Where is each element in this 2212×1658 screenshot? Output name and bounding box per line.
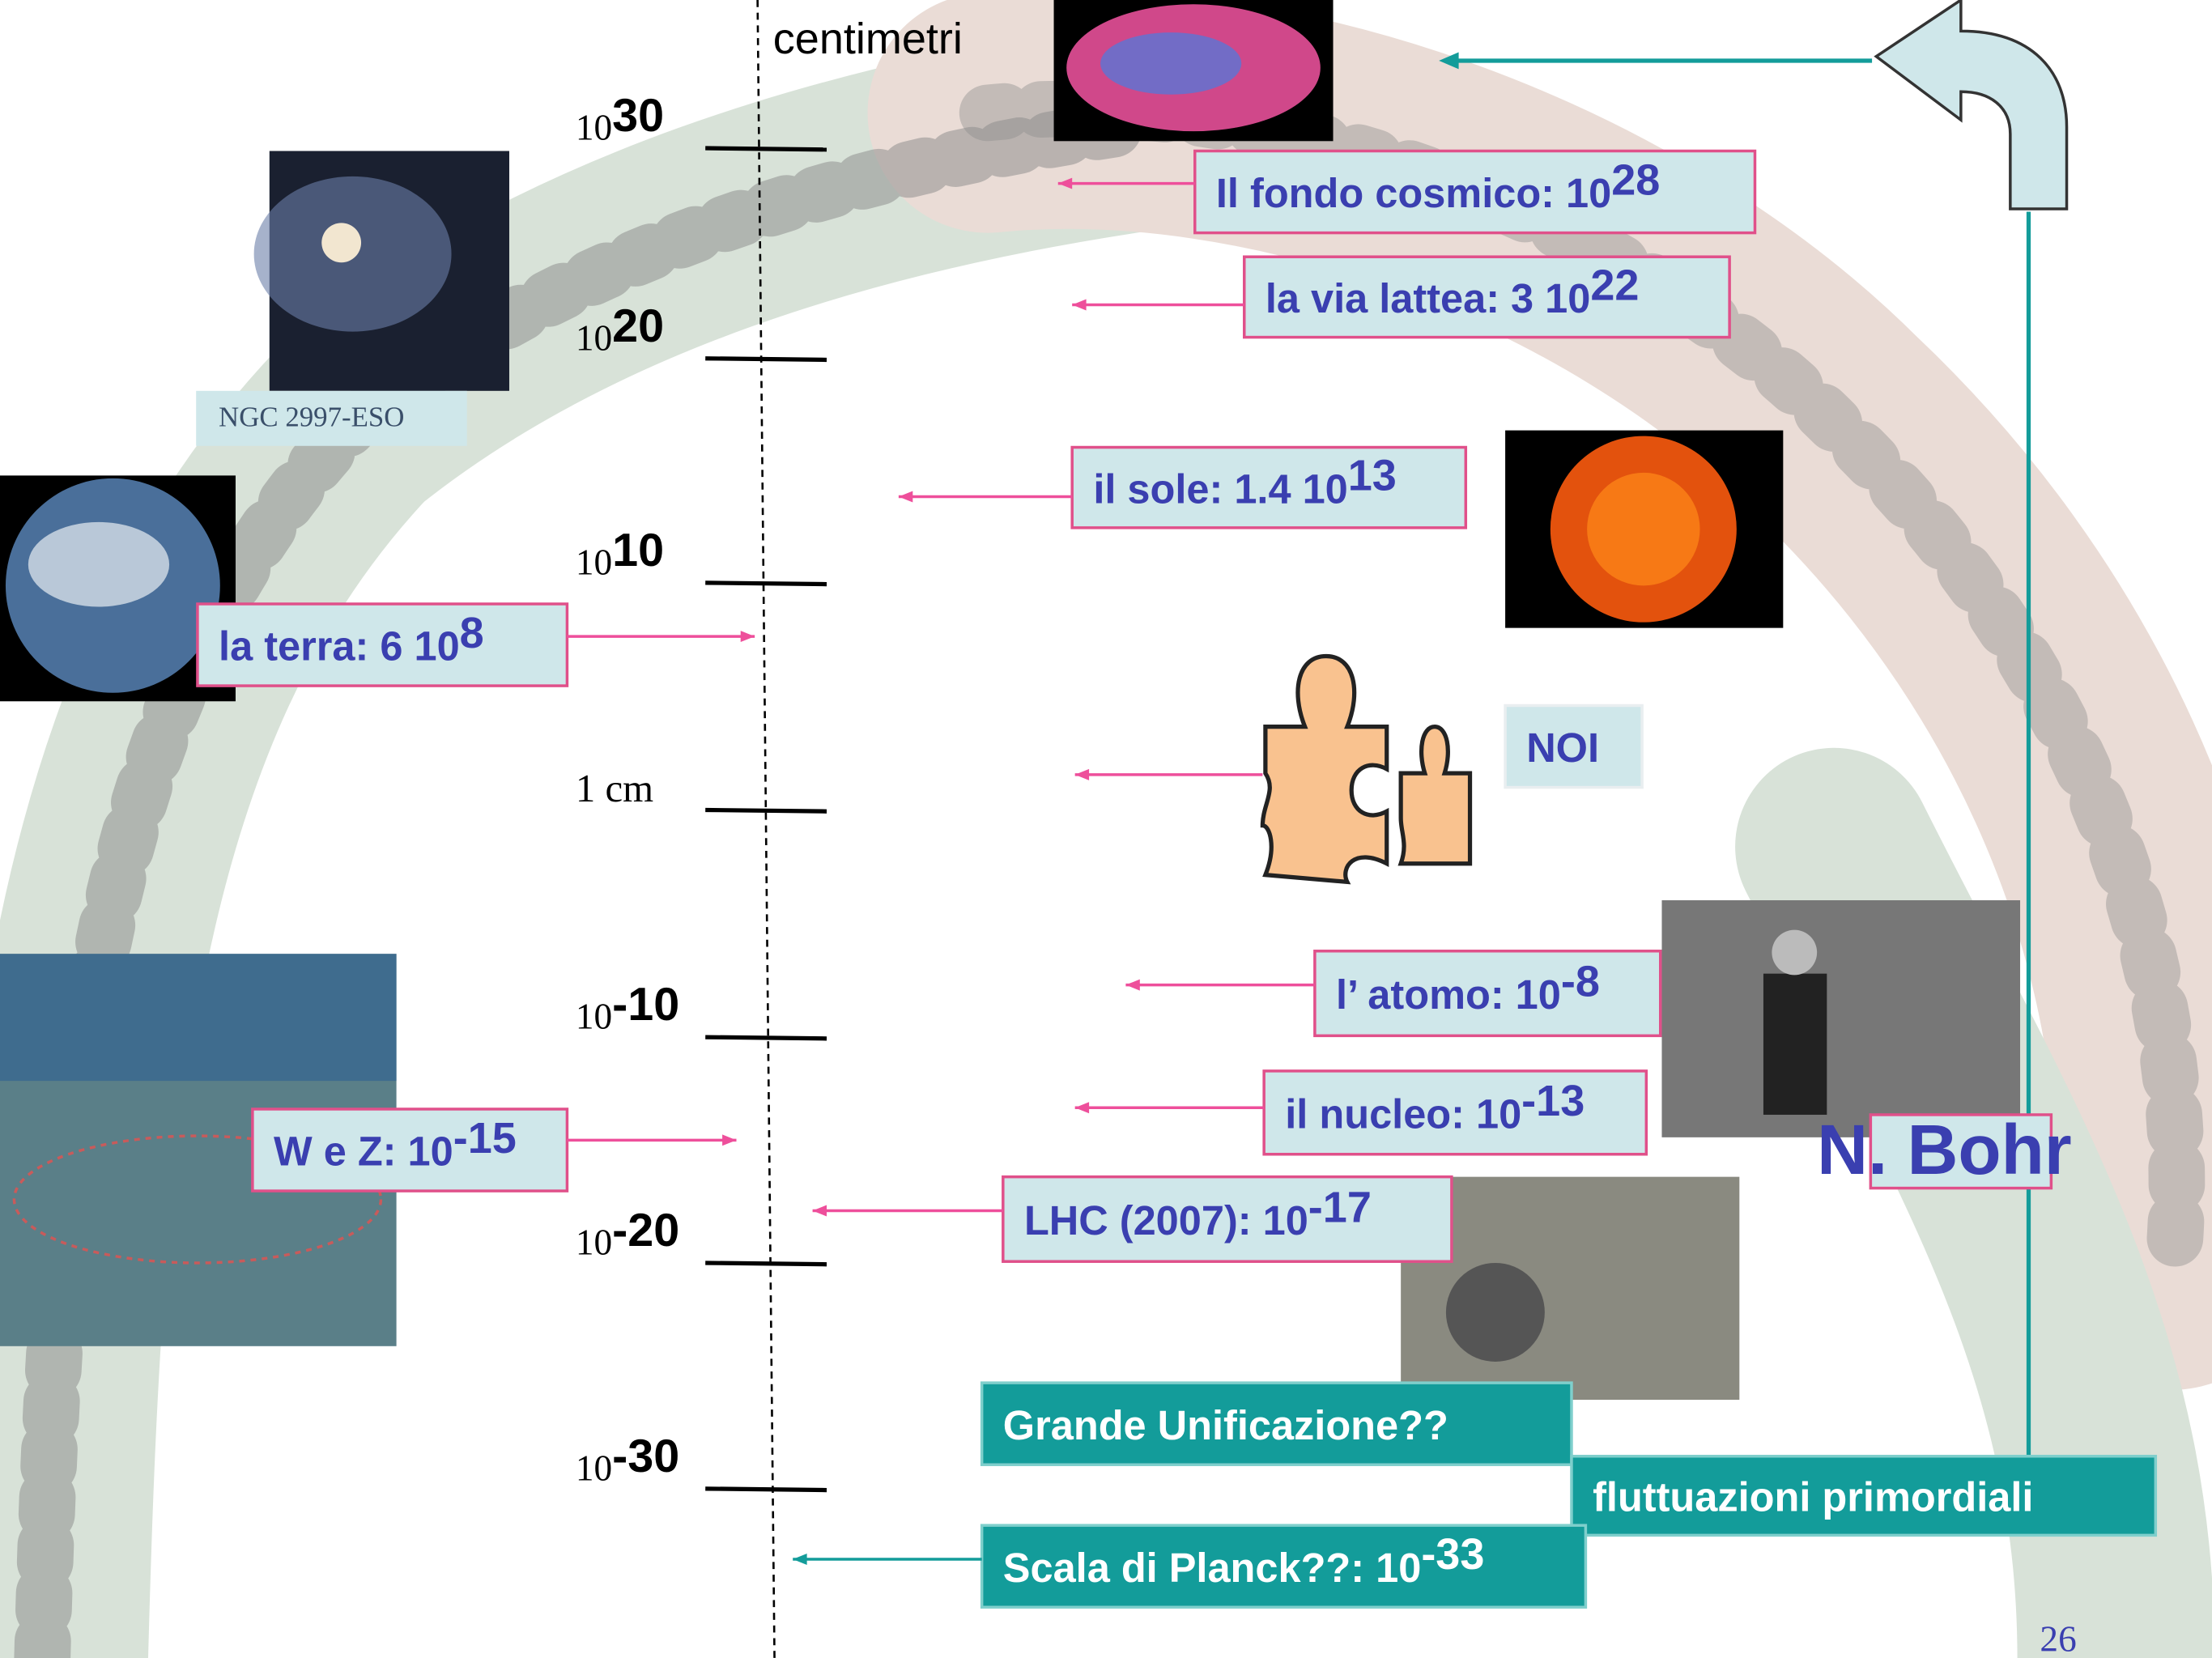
annotation-text: Grande Unificazione??: [1003, 1402, 1448, 1448]
tick-base: 10: [576, 997, 612, 1037]
puzzle-small: [1401, 727, 1470, 864]
aerial-sky: [0, 954, 397, 1081]
scale-tick: [705, 583, 827, 585]
scale-tick: [705, 810, 827, 811]
tick-base: 10: [576, 317, 612, 358]
tick-exponent: 30: [612, 90, 664, 142]
tick-label: 10-30: [576, 1431, 679, 1488]
cmb-spots: [1100, 32, 1241, 95]
annotation-main: la terra: 6 10: [219, 623, 460, 670]
bohr-head: [1772, 930, 1817, 976]
annotation-exponent: 28: [1611, 156, 1660, 205]
tick-label: 10-20: [576, 1205, 679, 1262]
puzzle-big: [1262, 656, 1386, 882]
scale-tick: [705, 1489, 827, 1490]
annotation-exponent: -33: [1421, 1530, 1484, 1579]
annotation-main: LHC (2007): 10: [1024, 1197, 1308, 1244]
galaxy-caption: NGC 2997-ESO: [219, 401, 404, 432]
annotation-main: il nucleo: 10: [1285, 1091, 1521, 1137]
pointer-arrow-head: [1125, 980, 1139, 991]
scale-tick: [705, 359, 827, 360]
bohr-figure: [1763, 974, 1827, 1115]
annotation-exponent: -8: [1561, 958, 1600, 1006]
annotation-exponent: 13: [1348, 452, 1397, 500]
tick-exponent: 10: [612, 525, 664, 576]
tick-label: 1010: [576, 525, 664, 582]
annotation-main: Scala di Planck??: 10: [1003, 1545, 1422, 1591]
annotation-main: fluttuazioni primordiali: [1593, 1474, 2033, 1520]
annotation-main: la via lattea: 3 10: [1266, 275, 1590, 321]
puzzle-icon: [1262, 656, 1470, 882]
annotation-exponent: -15: [453, 1114, 517, 1163]
pointer-arrow-head: [741, 631, 755, 642]
earth-clouds: [28, 522, 169, 607]
annotation-exponent: 22: [1590, 261, 1639, 309]
annotation-exponent: 8: [460, 609, 484, 657]
annotation-main: NOI: [1526, 725, 1599, 771]
slide: centimetri 1030102010101 cm10-1010-2010-…: [0, 0, 2212, 1658]
annotation-exponent: -17: [1308, 1183, 1372, 1231]
annotation-main: W e Z: 10: [274, 1129, 453, 1175]
pointer-arrow-head: [793, 1554, 806, 1565]
scale-tick: [705, 1037, 827, 1039]
tick-exponent: 20: [612, 300, 664, 352]
tick-label: 10-10: [576, 979, 679, 1036]
tick-base: 10: [576, 1222, 612, 1263]
pointer-arrow-head: [722, 1134, 736, 1146]
tick-label: 1030: [576, 90, 664, 147]
annotation-main: l’ atomo: 10: [1336, 971, 1561, 1018]
bohr-caption: N. Bohr: [1817, 1111, 2072, 1189]
annotation-main: Il fondo cosmico: 10: [1216, 170, 1611, 216]
annotation-main: Grande Unificazione??: [1003, 1402, 1448, 1448]
tick-base: 10: [576, 1448, 612, 1488]
pointer-arrow-head: [1075, 769, 1089, 780]
pointer-arrow-head: [899, 491, 912, 503]
annotation-text: NOI: [1526, 725, 1599, 771]
tick-exponent: -30: [612, 1431, 679, 1482]
tick-label: 1 cm: [576, 767, 653, 810]
return-arrow: [1876, 0, 2066, 209]
unit-label: centimetri: [773, 15, 963, 63]
scale-tick: [705, 1263, 827, 1265]
tick-base: 10: [576, 542, 612, 582]
page-number: 26: [2040, 1618, 2076, 1658]
annotation-exponent: -13: [1521, 1077, 1585, 1125]
pointer-arrow-head: [813, 1205, 827, 1217]
pointer-arrow-head: [1072, 300, 1086, 311]
galaxy-core: [321, 223, 361, 262]
annotation-text: fluttuazioni primordiali: [1593, 1474, 2033, 1520]
tick-base: 10: [576, 108, 612, 148]
sun-core: [1587, 473, 1699, 585]
tick-text: 1 cm: [576, 767, 653, 810]
bohr-photo: [1661, 900, 2020, 1137]
annotation-main: il sole: 1.4 10: [1093, 466, 1347, 512]
lhc-magnet: [1446, 1263, 1545, 1362]
tick-exponent: -10: [612, 979, 679, 1031]
scale-tick: [705, 148, 827, 150]
pointer-arrow-head: [1075, 1102, 1089, 1113]
tick-exponent: -20: [612, 1205, 679, 1256]
